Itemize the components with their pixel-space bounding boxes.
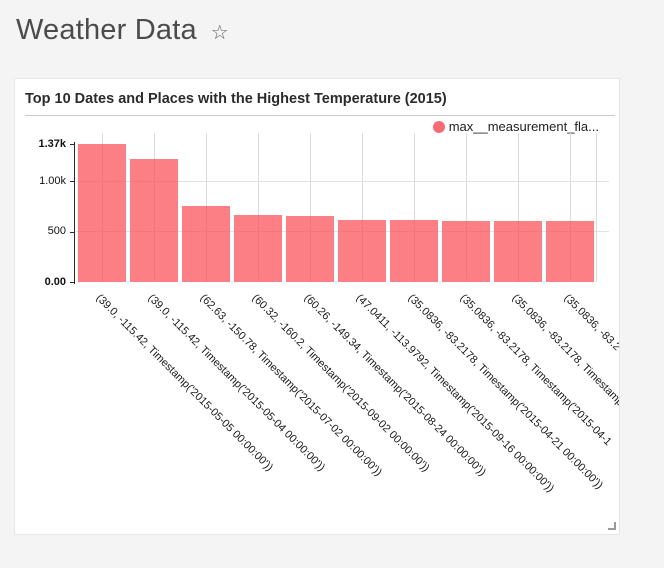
y-axis-label: 1.00k (39, 174, 66, 187)
v-gridline (414, 133, 415, 282)
page-title: Weather Data (16, 14, 197, 46)
bar[interactable] (338, 220, 386, 282)
v-gridline (258, 133, 259, 282)
x-axis-label: (62.63, -150.78, Timestamp('2015-07-02 0… (197, 292, 385, 479)
y-axis-line (74, 142, 75, 284)
title-divider (25, 115, 615, 116)
x-axis-label: (35.0836, -83.2178, Timestamp('2015-04-2… (405, 292, 606, 492)
bar[interactable] (78, 144, 126, 282)
y-axis-tick (70, 181, 74, 183)
bar[interactable] (390, 220, 438, 282)
y-axis-tick (70, 231, 74, 233)
legend-item[interactable]: max__measurement_fla... (432, 119, 599, 134)
y-axis-label: 1.37k (38, 137, 66, 150)
x-axis-label: (60.32, -160.2, Timestamp('2015-09-02 00… (249, 292, 432, 475)
chart-title: Top 10 Dates and Places with the Highest… (25, 91, 447, 107)
x-axis-label: (39.0, -115.42, Timestamp('2015-05-04 00… (145, 292, 328, 474)
v-gridline (310, 133, 311, 282)
v-gridline (570, 133, 571, 282)
bar[interactable] (130, 158, 178, 282)
h-gridline (76, 180, 609, 182)
v-gridline (596, 133, 597, 282)
x-axis-label: (47.0411, -113.9792, Timestamp('2015-09-… (353, 292, 557, 495)
chart-card: Top 10 Dates and Places with the Highest… (14, 78, 620, 535)
y-axis-tick (70, 144, 74, 145)
page-header: Weather Data ☆ (16, 14, 229, 47)
y-axis-label: 500 (47, 225, 66, 238)
plot-area: 1.37k 1.00k 500 0.00 (39.0, -115.42, Timesta… (38, 133, 619, 495)
bar[interactable] (234, 215, 282, 282)
y-axis-tick (70, 282, 74, 283)
bar[interactable] (182, 205, 230, 282)
v-gridline (362, 133, 363, 282)
x-axis-label: (60.26, -149.34, Timestamp('2015-08-24 0… (301, 292, 489, 479)
bar[interactable] (546, 220, 594, 282)
bar[interactable] (494, 220, 542, 282)
favorite-star-icon[interactable]: ☆ (210, 22, 229, 44)
legend-label: max__measurement_fla... (448, 119, 599, 134)
y-axis-label: 0.00 (44, 275, 66, 288)
bar[interactable] (442, 220, 490, 282)
v-gridline (518, 133, 519, 282)
bar[interactable] (286, 216, 334, 282)
x-axis-label: (39.0, -115.42, Timestamp('2015-05-05 00… (93, 292, 276, 474)
legend-dot-icon (432, 120, 445, 133)
resize-handle-icon[interactable] (608, 522, 616, 530)
v-gridline (466, 133, 467, 282)
